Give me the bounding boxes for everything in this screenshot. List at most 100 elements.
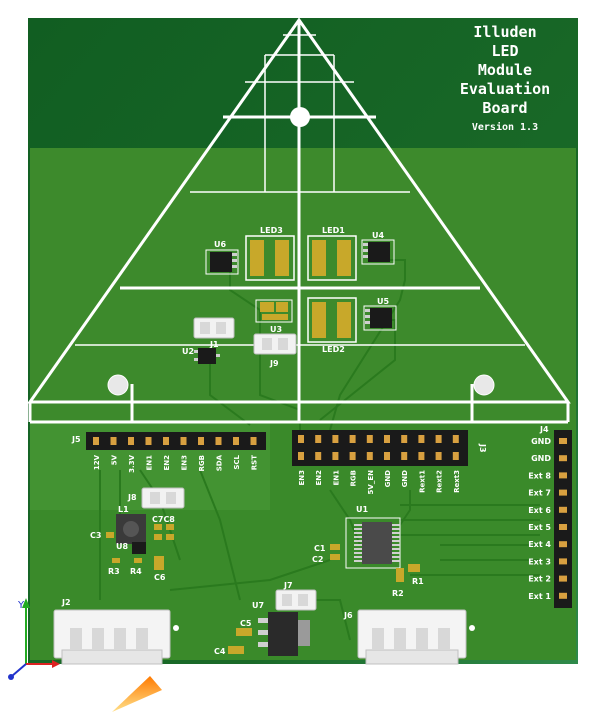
j4-pin-labels: GND GND Ext 8 Ext 7 Ext 6 Ext 5 Ext 4 Ext 3 Ext … xyxy=(528,437,551,601)
j5-pin xyxy=(215,437,222,445)
u1-pin xyxy=(392,540,400,542)
j3-pin xyxy=(366,452,373,460)
j9-label: J9 xyxy=(269,359,279,368)
c5-label: C5 xyxy=(240,619,252,628)
title-line-5: Board xyxy=(482,99,527,117)
j3-pin-label: EN1 xyxy=(332,470,340,486)
title-line-2: LED xyxy=(491,42,518,60)
u6-chip: U6 xyxy=(205,240,239,275)
j6-label: J6 xyxy=(343,611,353,620)
j4-pin-label: Ext 2 xyxy=(528,575,551,584)
j5-pin xyxy=(145,437,152,445)
j3-pin xyxy=(298,452,304,460)
j5-pin-label: 3.3V xyxy=(128,454,136,472)
led2-component: LED2 xyxy=(307,297,357,354)
r4-resistor: R4 xyxy=(130,558,142,576)
j4-pin xyxy=(559,592,567,599)
u1-pin xyxy=(354,524,362,526)
j3-pin xyxy=(418,452,425,460)
j5-pin-label: 5V xyxy=(111,454,119,465)
j3-pin xyxy=(366,435,373,443)
u5-label: U5 xyxy=(377,297,389,306)
c2-label: C2 xyxy=(312,555,323,564)
j4-pin xyxy=(559,472,567,479)
board-title: Illuden LED Module Evaluation Board Vers… xyxy=(460,23,550,133)
u1-pin xyxy=(354,540,362,542)
u6-label: U6 xyxy=(214,240,226,249)
j4-pin-label: Ext 8 xyxy=(528,471,551,480)
c6-label: C6 xyxy=(154,573,166,582)
j3-pin xyxy=(315,452,322,460)
j4-pin xyxy=(559,455,567,462)
c4-label: C4 xyxy=(214,647,226,656)
j4-pin-label: Ext 7 xyxy=(528,489,551,498)
u3-chip: U3 xyxy=(255,299,293,334)
j3-pin-label: Rext1 xyxy=(418,470,426,493)
j4-pin xyxy=(559,506,567,513)
u1-pin xyxy=(392,528,400,530)
u8-label: U8 xyxy=(116,542,128,551)
j5-pin-label: 12V xyxy=(93,454,101,470)
j4-pin-label: Ext 4 xyxy=(528,540,551,549)
j3-label: J3 xyxy=(478,443,487,453)
u1-pin xyxy=(354,544,362,546)
u1-pin xyxy=(392,524,400,526)
j2-connector: J2 xyxy=(53,598,179,665)
j3-pin xyxy=(418,435,425,443)
j3-pin xyxy=(349,435,356,443)
j1-label: J1 xyxy=(209,340,219,349)
j6-connector: J6 xyxy=(343,609,475,665)
j5-pin-label: EN2 xyxy=(163,455,171,471)
j4-pin-label: Ext 6 xyxy=(528,506,551,515)
mounting-hole-right xyxy=(473,374,495,396)
j5-pin-label: EN3 xyxy=(181,455,189,471)
j3-pin xyxy=(315,435,322,443)
led3-component: LED3 xyxy=(245,226,295,281)
u4-label: U4 xyxy=(372,231,384,240)
u1-pin xyxy=(392,532,400,534)
j5-pin-label: RGB xyxy=(198,455,206,471)
j5-pin xyxy=(93,437,99,445)
led1-component: LED1 xyxy=(307,226,357,281)
c6-capacitor: C6 xyxy=(154,556,166,582)
u2-chip: U2 xyxy=(182,347,220,364)
j4-pin xyxy=(559,558,567,565)
j8-connector: J8 xyxy=(127,487,185,509)
j5-pin-label: RST xyxy=(251,455,259,470)
led3-label: LED3 xyxy=(260,226,283,235)
j5-pin xyxy=(180,437,187,445)
j3-pin xyxy=(452,435,459,443)
u1-pin xyxy=(392,548,400,550)
u1-pin xyxy=(392,536,400,538)
c1-capacitor: C1 xyxy=(314,544,340,553)
j4-pin xyxy=(559,575,567,582)
axis-gizmo: Y xyxy=(8,598,60,680)
u1-pin xyxy=(354,536,362,538)
j5-pin xyxy=(233,437,239,445)
u1-pin xyxy=(354,560,362,562)
j5-pin xyxy=(163,437,169,445)
j3-pin xyxy=(452,452,459,460)
j3-pin xyxy=(384,452,390,460)
c4-capacitor: C4 xyxy=(214,646,244,656)
j5-pin-label: SDA xyxy=(216,454,224,471)
j3-pin xyxy=(332,435,339,443)
j3-pin xyxy=(349,452,356,460)
j3-pin xyxy=(401,452,408,460)
j5-pin-label: EN1 xyxy=(146,455,154,471)
led2-label: LED2 xyxy=(322,345,345,354)
title-line-1: Illuden xyxy=(473,23,536,41)
u1-pin xyxy=(392,552,400,554)
j3-pin xyxy=(332,452,339,460)
j3-pin xyxy=(384,435,390,443)
j4-pin xyxy=(559,438,567,444)
j3-pin xyxy=(435,452,442,460)
j3-header: J3 EN3 EN2 EN1 RGB 5V_EN GND GND Rext1 Rext2 Rext… xyxy=(292,430,487,494)
j3-pin xyxy=(298,435,304,443)
u2-label: U2 xyxy=(182,347,194,356)
j1-connector: J1 xyxy=(193,317,235,349)
j5-pin-label: SCL xyxy=(233,454,241,469)
j5-pin xyxy=(128,437,134,445)
